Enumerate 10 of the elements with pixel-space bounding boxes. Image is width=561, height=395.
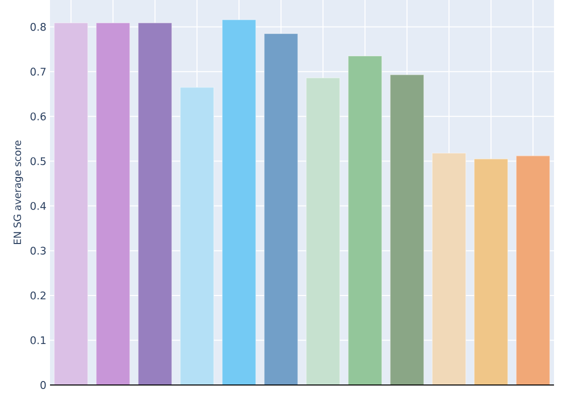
y-tick-label: 0.4	[30, 202, 46, 210]
y-tick-label: 0.2	[30, 292, 46, 300]
y-axis-title: EN SG average score	[14, 140, 24, 244]
y-tick-label: 0.7	[30, 68, 46, 76]
y-tick-label: 0.6	[30, 112, 46, 120]
y-tick-label: 0.5	[30, 157, 46, 166]
y-tick-label: 0	[40, 381, 46, 389]
y-tick-label: 0.8	[30, 22, 46, 31]
y-tick-label: 0.1	[30, 336, 46, 344]
y-tick-label: 0.3	[30, 246, 46, 255]
